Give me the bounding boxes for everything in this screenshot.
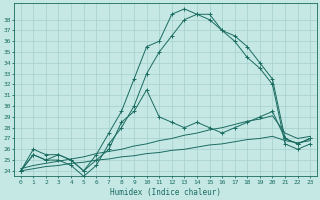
X-axis label: Humidex (Indice chaleur): Humidex (Indice chaleur) [110, 188, 221, 197]
